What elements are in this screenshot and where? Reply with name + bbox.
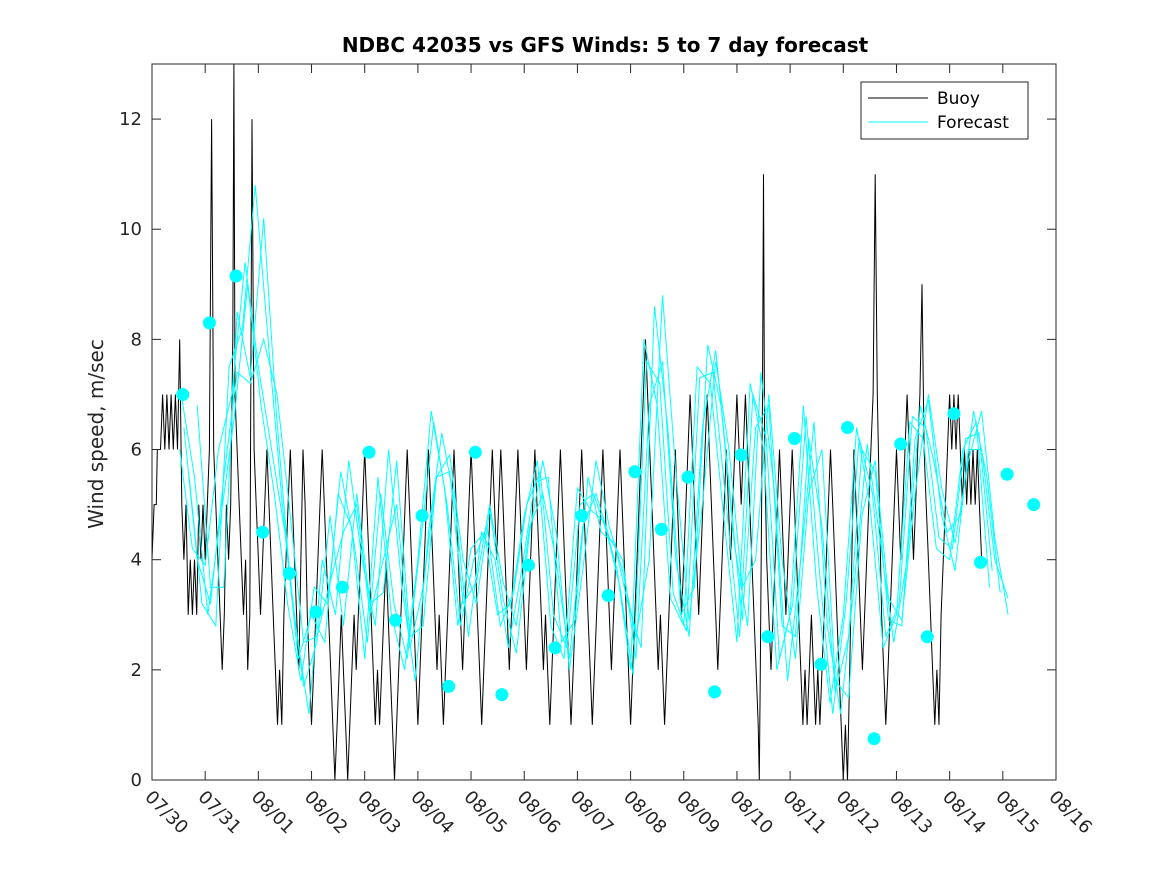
legend-label-buoy: Buoy	[937, 89, 980, 109]
forecast-marker-11	[442, 679, 456, 693]
forecast-marker-31	[974, 555, 987, 569]
forecast-marker-16	[575, 509, 589, 523]
forecast-series-line-5	[183, 337, 1009, 693]
y-axis-label: Wind speed, m/sec	[84, 339, 108, 529]
forecast-marker-29	[920, 630, 934, 644]
forecast-marker-24	[787, 432, 801, 445]
forecast-marker-22	[734, 448, 748, 462]
forecast-marker-12	[468, 445, 482, 459]
legend: Buoy Forecast	[860, 81, 1029, 140]
forecast-marker-27	[867, 732, 881, 746]
forecast-marker-6	[309, 605, 323, 619]
forecast-series-line-3	[196, 218, 1009, 699]
y-tick-label: 10	[119, 219, 142, 240]
forecast-marker-8	[362, 445, 376, 459]
forecast-marker-20	[681, 470, 695, 484]
y-tick-label: 0	[131, 770, 142, 791]
forecast-marker-9	[389, 613, 402, 627]
forecast-marker-21	[708, 685, 722, 699]
forecast-marker-13	[495, 688, 509, 702]
forecast-marker-23	[761, 630, 775, 644]
forecast-marker-18	[628, 465, 642, 479]
forecast-marker-19	[654, 522, 668, 536]
forecast-marker-2	[202, 316, 216, 330]
forecast-marker-4	[256, 525, 270, 539]
forecast-marker-15	[548, 641, 562, 655]
chart-title: NDBC 42035 vs GFS Winds: 5 to 7 day fore…	[342, 33, 869, 57]
forecast-marker-33	[1027, 498, 1041, 512]
y-tick-label: 12	[119, 109, 142, 130]
y-tick-label: 4	[131, 550, 142, 571]
forecast-marker-25	[814, 657, 828, 671]
forecast-marker-1	[176, 388, 190, 401]
legend-label-forecast: Forecast	[937, 113, 1009, 133]
forecast-marker-30	[947, 407, 961, 421]
forecast-marker-5	[282, 567, 296, 580]
forecast-marker-17	[601, 589, 615, 602]
forecast-marker-28	[894, 437, 908, 451]
forecast-series-line-4	[180, 284, 993, 714]
y-tick-label: 6	[131, 440, 142, 461]
legend-box	[860, 81, 1029, 140]
y-tick-label: 2	[131, 660, 142, 681]
buoy-series-line	[152, 64, 983, 780]
forecast-series-line-1	[179, 262, 990, 703]
y-tick-label: 8	[131, 329, 142, 350]
forecast-marker-10	[415, 509, 429, 523]
forecast-marker-26	[841, 421, 854, 434]
forecast-marker-3	[229, 269, 243, 283]
axes-box	[151, 63, 1057, 781]
forecast-marker-14	[522, 558, 535, 572]
plot-area	[152, 64, 1041, 780]
forecast-marker-7	[335, 580, 349, 594]
forecast-marker-32	[1000, 467, 1014, 481]
